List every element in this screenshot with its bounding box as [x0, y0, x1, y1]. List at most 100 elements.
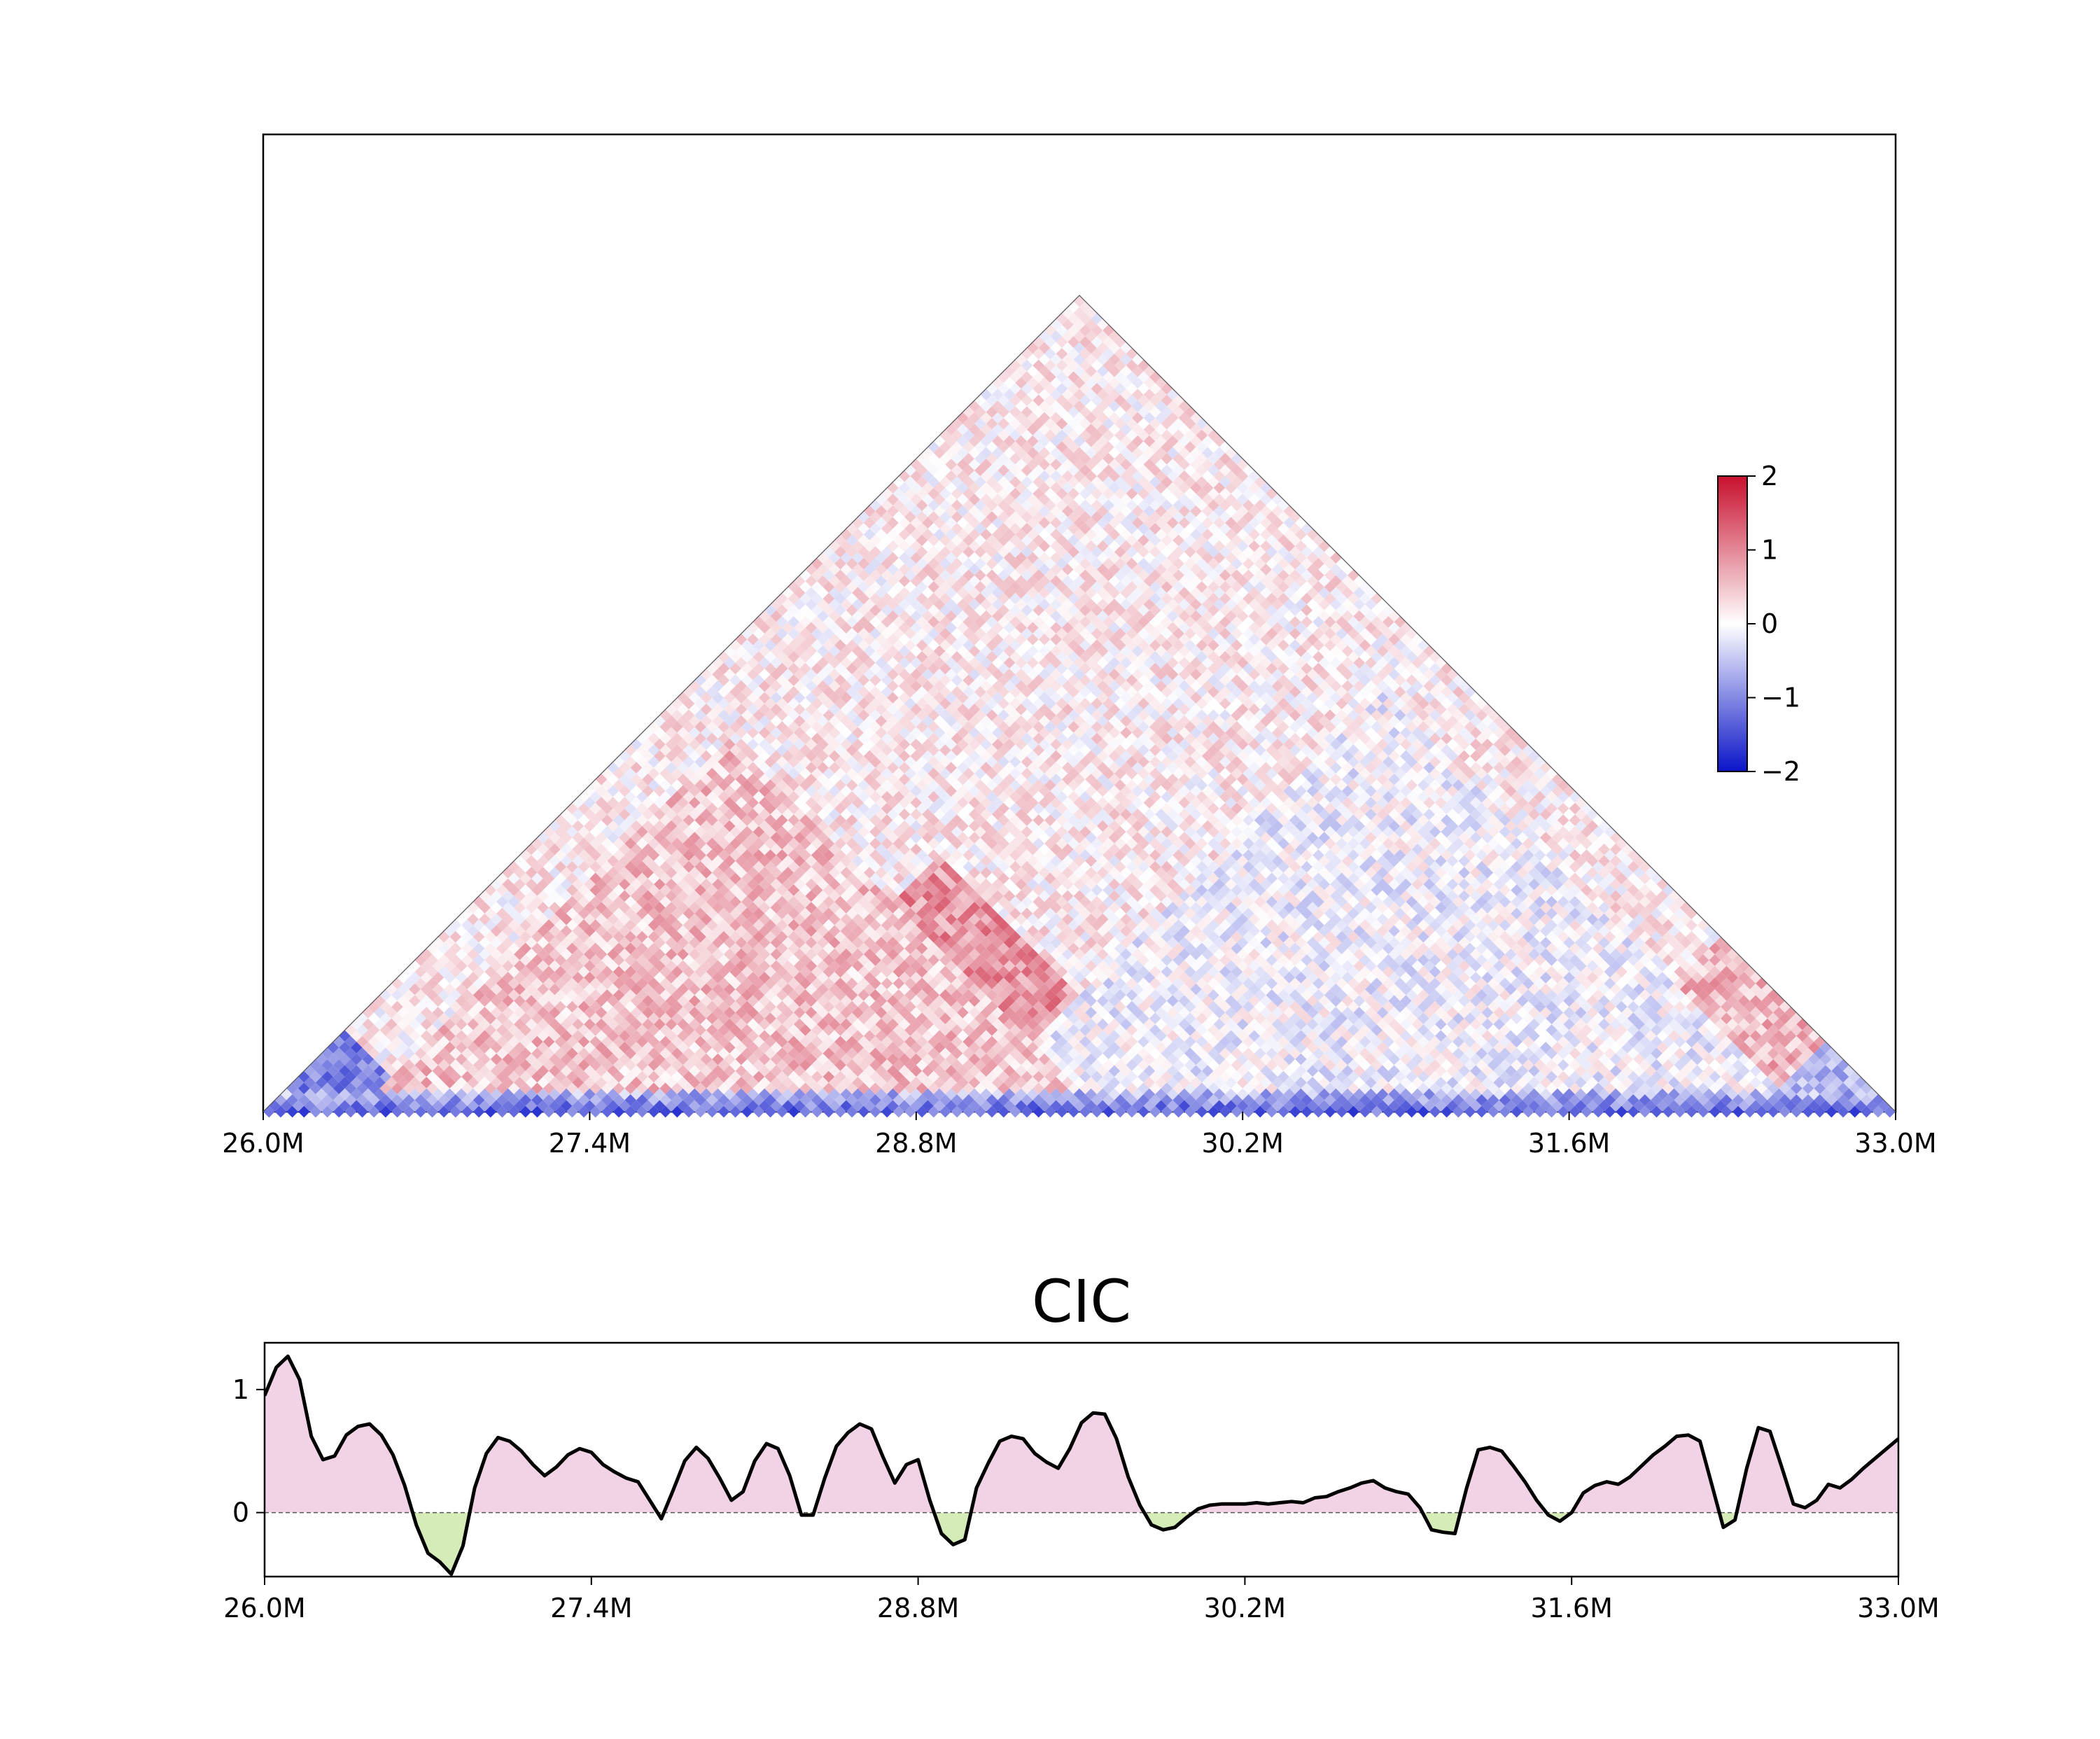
heatmap-cell — [741, 825, 753, 838]
heatmap-cell — [682, 919, 695, 931]
heatmap-cell — [1027, 354, 1039, 365]
heatmap-cell — [1096, 342, 1109, 354]
heatmap-cell — [642, 960, 654, 972]
heatmap-cell — [1131, 424, 1144, 435]
heatmap-cell — [910, 564, 923, 575]
heatmap-cell — [758, 645, 771, 657]
heatmap-cell — [706, 872, 718, 885]
heatmap-cell — [974, 464, 986, 477]
heatmap-cell — [350, 1030, 363, 1042]
heatmap-cell — [612, 755, 625, 768]
heatmap-cell — [601, 954, 613, 966]
heatmap-cell — [1009, 487, 1021, 500]
heatmap-cell — [694, 907, 706, 920]
heatmap-cell — [846, 639, 858, 652]
heatmap-cell — [519, 942, 532, 955]
heatmap-cell — [1003, 459, 1016, 470]
heatmap-cell — [1021, 417, 1033, 430]
heatmap-cell — [1038, 365, 1051, 377]
heatmap-cell — [1079, 522, 1091, 535]
heatmap-cell — [612, 989, 625, 1001]
heatmap-cell — [910, 692, 923, 704]
heatmap-cell — [828, 680, 841, 692]
heatmap-cell — [1085, 400, 1097, 412]
heatmap-cell — [368, 1094, 380, 1106]
heatmap-cell — [741, 744, 753, 756]
heatmap-cell — [461, 1082, 473, 1095]
heatmap-cell — [420, 1018, 433, 1031]
heatmap-cell — [531, 989, 543, 1001]
heatmap-cell — [788, 592, 800, 605]
heatmap-cell — [694, 825, 706, 838]
heatmap-cell — [834, 569, 846, 582]
heatmap-cell — [385, 1088, 398, 1101]
heatmap-cell — [1085, 435, 1097, 447]
heatmap-cell — [1096, 400, 1109, 412]
heatmap-cell — [706, 802, 718, 815]
heatmap-cell — [537, 1077, 550, 1089]
heatmap-cell — [1062, 435, 1074, 447]
heatmap-cell — [1032, 546, 1045, 558]
heatmap-cell — [601, 977, 613, 990]
heatmap-cell — [455, 1100, 468, 1112]
heatmap-cell — [472, 930, 485, 943]
heatmap-cell — [426, 1000, 438, 1013]
heatmap-cell — [648, 942, 660, 955]
heatmap-cell — [461, 965, 473, 978]
heatmap-cell — [875, 634, 888, 645]
heatmap-cell — [770, 669, 783, 680]
heatmap-cell — [601, 802, 613, 815]
heatmap-cell — [584, 995, 596, 1007]
heatmap-cell — [945, 634, 958, 645]
heatmap-cell — [694, 860, 706, 873]
heatmap-cell — [514, 925, 526, 937]
heatmap-cell — [554, 919, 567, 931]
heatmap-cell — [875, 564, 888, 575]
heatmap-cell — [572, 1030, 584, 1042]
heatmap-cell — [927, 476, 940, 488]
heatmap-cell — [939, 604, 951, 617]
heatmap-cell — [607, 902, 620, 914]
heatmap-cell — [426, 1035, 438, 1048]
heatmap-cell — [554, 954, 567, 966]
heatmap-cell — [974, 557, 986, 570]
heatmap-cell — [519, 884, 532, 896]
heatmap-cell — [887, 529, 899, 540]
heatmap-cell — [992, 435, 1004, 447]
heatmap-cell — [572, 808, 584, 820]
heatmap-cell — [1038, 552, 1051, 564]
heatmap-cell — [927, 534, 940, 547]
heatmap-cell — [1126, 382, 1138, 395]
heatmap-cell — [1015, 459, 1028, 470]
heatmap-cell — [700, 727, 713, 739]
heatmap-cell — [962, 569, 975, 582]
heatmap-cell — [805, 657, 818, 669]
heatmap-cell — [846, 697, 858, 710]
heatmap-cell — [1009, 592, 1021, 605]
heatmap-cell — [554, 1047, 567, 1060]
heatmap-cell — [986, 441, 998, 453]
heatmap-cell — [1044, 324, 1056, 337]
heatmap-cell — [461, 954, 473, 966]
heatmap-cell — [788, 767, 800, 780]
heatmap-cell — [706, 884, 718, 896]
heatmap-cell — [1015, 529, 1028, 540]
heatmap-cell — [1009, 417, 1021, 430]
heatmap-cell — [472, 1000, 485, 1013]
heatmap-cell — [840, 738, 853, 750]
heatmap-cell — [589, 884, 602, 896]
heatmap-cell — [397, 1030, 410, 1042]
heatmap-cell — [799, 604, 811, 617]
heatmap-cell — [834, 639, 846, 652]
heatmap-cell — [968, 622, 981, 634]
heatmap-cell — [962, 452, 975, 465]
heatmap-cell — [858, 522, 870, 535]
heatmap-cell — [514, 1030, 526, 1042]
heatmap-cell — [479, 995, 491, 1007]
heatmap-cell — [840, 669, 853, 680]
heatmap-cell — [409, 983, 421, 996]
heatmap-cell — [805, 727, 818, 739]
heatmap-cell — [1114, 476, 1126, 488]
heatmap-cell — [1096, 447, 1109, 459]
heatmap-cell — [939, 476, 951, 488]
